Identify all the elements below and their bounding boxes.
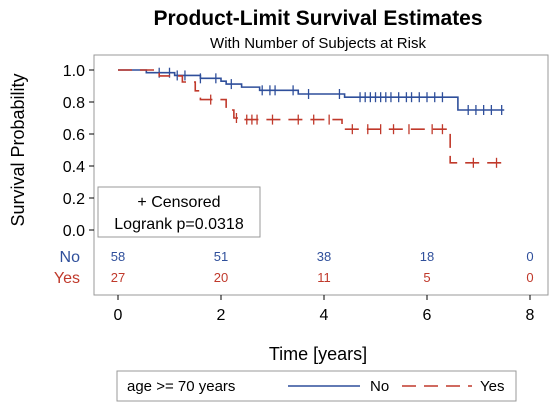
inset-logrank-text: Logrank p=0.0318	[114, 216, 244, 233]
at-risk-value-no: 38	[317, 249, 331, 264]
x-tick-label: 2	[217, 307, 226, 324]
at-risk-value-no: 18	[420, 249, 434, 264]
y-tick-label: 0.4	[63, 159, 85, 176]
legend-label-no: No	[370, 378, 389, 395]
x-axis-ticks: 0 2 4 6 8	[114, 295, 535, 324]
x-axis-label: Time [years]	[269, 344, 367, 364]
y-tick-label: 0.0	[63, 223, 85, 240]
y-tick-label: 1.0	[63, 63, 85, 80]
at-risk-row-label-yes: Yes	[54, 270, 80, 287]
x-tick-label: 0	[114, 307, 123, 324]
series-layer	[118, 67, 505, 168]
legend-title: age >= 70 years	[127, 378, 235, 395]
at-risk-value-yes: 0	[526, 270, 533, 285]
inset-censored-text: + Censored	[137, 194, 220, 211]
legend-label-yes: Yes	[480, 378, 504, 395]
x-tick-label: 8	[526, 307, 535, 324]
at-risk-value-yes: 27	[111, 270, 125, 285]
y-axis-ticks: 0.0 0.2 0.4 0.6 0.8 1.0	[63, 63, 94, 240]
at-risk-value-no: 58	[111, 249, 125, 264]
y-axis-label: Survival Probability	[8, 73, 28, 226]
at-risk-value-no: 51	[214, 249, 228, 264]
inset-box: + Censored Logrank p=0.0318	[97, 186, 261, 238]
x-tick-label: 4	[320, 307, 329, 324]
y-tick-label: 0.2	[63, 191, 85, 208]
x-tick-label: 6	[423, 307, 432, 324]
at-risk-row-label-no: No	[60, 249, 81, 266]
plot-frame	[93, 54, 549, 296]
chart-subtitle: With Number of Subjects at Risk	[210, 35, 426, 52]
at-risk-value-yes: 5	[423, 270, 430, 285]
y-tick-label: 0.8	[63, 95, 85, 112]
at-risk-table: No 58 51 38 18 0 Yes 27 20 11 5 0	[54, 249, 534, 287]
at-risk-value-yes: 20	[214, 270, 228, 285]
chart-title: Product-Limit Survival Estimates	[153, 7, 482, 30]
survival-curve-no	[118, 69, 505, 111]
survival-curve-yes	[118, 69, 505, 164]
inset-frame	[97, 186, 261, 238]
legend: age >= 70 years No Yes	[116, 370, 517, 402]
at-risk-value-yes: 11	[317, 270, 331, 285]
y-tick-label: 0.6	[63, 127, 85, 144]
at-risk-value-no: 0	[526, 249, 533, 264]
